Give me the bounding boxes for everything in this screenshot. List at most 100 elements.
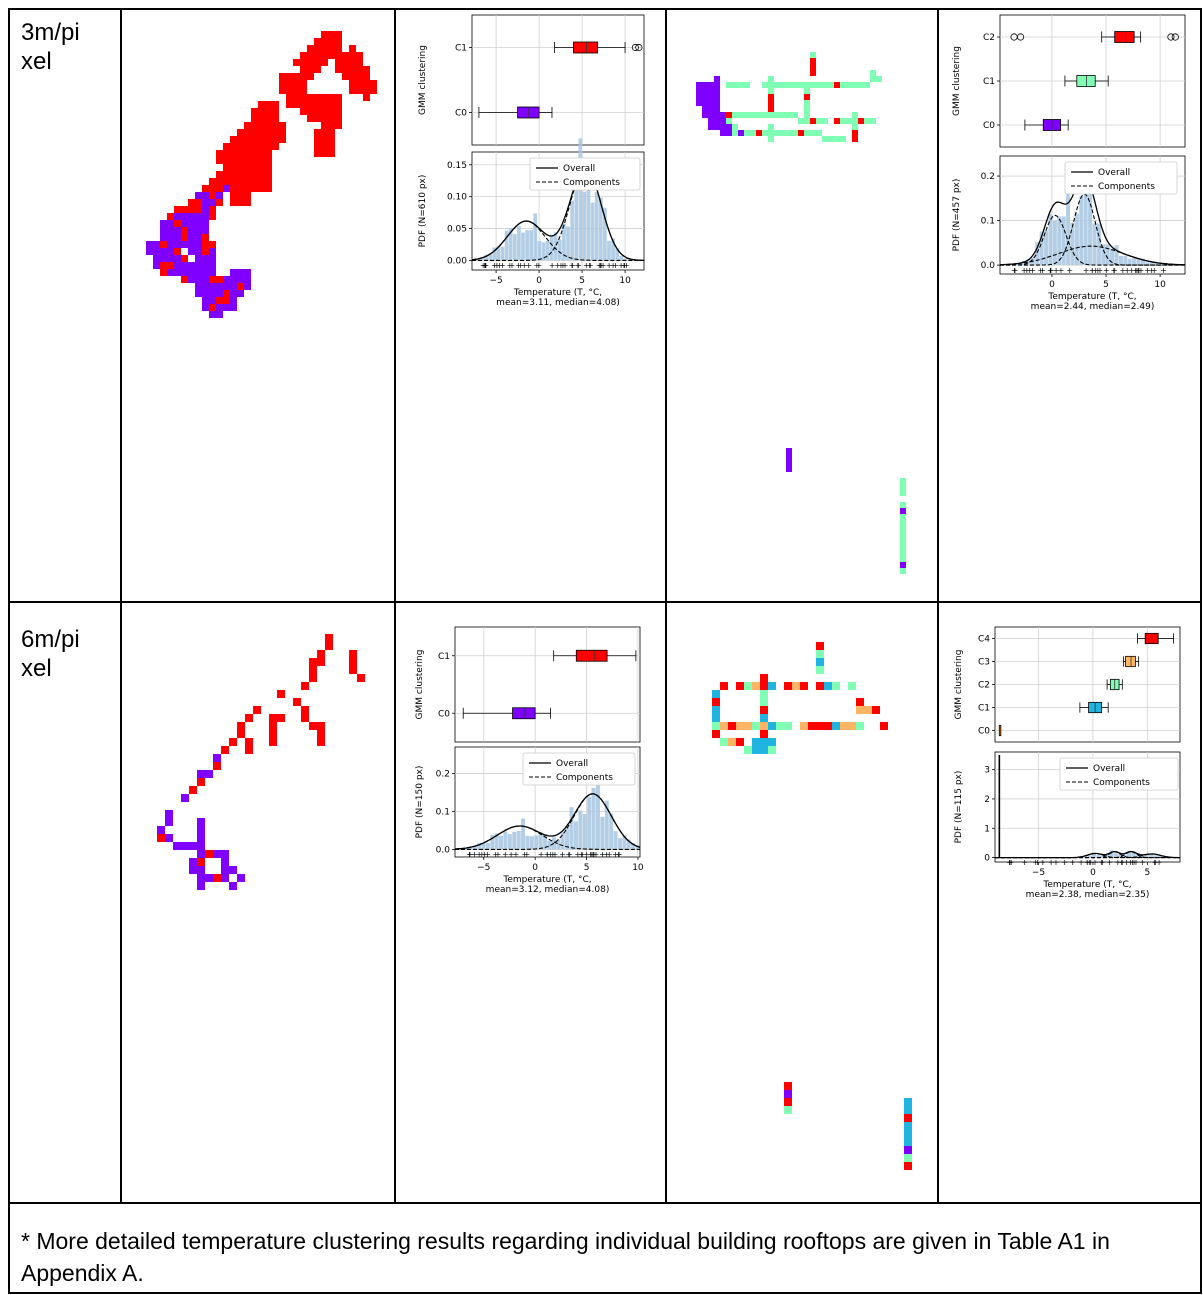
rooftop-pixel <box>702 88 708 94</box>
rooftop-pixel <box>760 674 768 682</box>
cluster-box <box>517 106 540 119</box>
rooftop-pixel <box>702 106 708 112</box>
rooftop-pixel <box>197 850 205 858</box>
rug-mark: + <box>471 850 478 859</box>
rooftop-pixel <box>229 866 237 874</box>
rooftop-pixel <box>321 122 328 129</box>
rooftop-pixel <box>317 730 325 738</box>
rooftop-pixel <box>810 64 816 70</box>
rooftop-pixel <box>205 850 213 858</box>
rooftop-pixel <box>244 185 251 192</box>
pdf-xtick-label: 5 <box>1103 280 1109 290</box>
histogram-bar <box>512 233 517 261</box>
pdf-ytick-label: 3 <box>984 766 990 776</box>
rooftop-pixel <box>244 283 251 290</box>
histogram-bar <box>1140 855 1145 858</box>
rug-mark: + <box>1144 266 1151 275</box>
pdf-ytick-label: 0.0 <box>981 261 996 271</box>
rooftop-pixel <box>780 112 786 118</box>
rooftop-pixel <box>244 276 251 283</box>
histogram-bar <box>1074 213 1079 266</box>
pdf-ytick-label: 0.1 <box>436 807 450 817</box>
histogram-bar <box>1109 850 1114 858</box>
histogram-bar <box>477 843 482 850</box>
rooftop-pixel <box>160 227 167 234</box>
rooftop-pixel <box>714 118 720 124</box>
histogram-bar <box>609 813 614 850</box>
rooftop-pixel <box>335 115 342 122</box>
rooftop-pixel <box>696 94 702 100</box>
rooftop-pixel <box>335 66 342 73</box>
histogram-bar <box>521 232 525 261</box>
rooftop-pixel <box>216 157 223 164</box>
rooftop-pixel <box>237 874 245 882</box>
rooftop-pixel <box>223 283 230 290</box>
rooftop-pixel <box>370 80 377 87</box>
rooftop-pixel <box>221 850 229 858</box>
rooftop-pixel <box>221 746 229 754</box>
rooftop-pixel <box>816 722 824 730</box>
pdf-xtick-label: −5 <box>477 863 490 873</box>
rooftop-pixel <box>314 115 321 122</box>
rooftop-pixel <box>314 129 321 136</box>
rug-mark: + <box>1120 266 1127 275</box>
rooftop-pixel <box>768 738 776 746</box>
rug-mark: + <box>559 850 566 859</box>
rooftop-pixel <box>726 82 732 88</box>
rooftop-pixel <box>237 283 244 290</box>
rooftop-pixel <box>244 143 251 150</box>
rug-mark: + <box>1089 266 1096 275</box>
rooftop-pixel <box>277 690 285 698</box>
rooftop-pixel <box>858 82 864 88</box>
histogram-bar <box>1140 258 1145 266</box>
rooftop-pixel <box>258 157 265 164</box>
rooftop-pixel <box>300 80 307 87</box>
rooftop-pixel <box>786 82 792 88</box>
rooftop-pixel <box>195 192 202 199</box>
histogram-bar <box>586 182 591 261</box>
rooftop-pixel <box>314 136 321 143</box>
rooftop-pixel <box>852 82 858 88</box>
rooftop-pixel <box>146 248 153 255</box>
histogram-bar <box>566 226 570 261</box>
histogram-bar <box>594 192 599 261</box>
rooftop-pixel <box>816 650 824 658</box>
rooftop-pixel <box>714 100 720 106</box>
rug-mark: + <box>506 261 513 270</box>
rooftop-pixel <box>258 185 265 192</box>
rooftop-pixel <box>251 115 258 122</box>
rooftop-pixel <box>286 73 293 80</box>
box-cluster-label: C1 <box>978 704 990 714</box>
rooftop-pixel <box>317 738 325 746</box>
rooftop-pixel <box>342 73 349 80</box>
rooftop-pixel <box>174 255 181 262</box>
histogram-bar <box>617 838 622 850</box>
rooftop-pixel <box>195 248 202 255</box>
rooftop-pixel <box>202 192 209 199</box>
histogram-bar <box>582 814 587 850</box>
cluster-box <box>573 41 598 54</box>
rug-mark: + <box>499 261 506 270</box>
rooftop-pixel <box>349 59 356 66</box>
box-cluster-label: C0 <box>978 727 990 737</box>
rooftop-pixel <box>328 150 335 157</box>
rooftop-pixel <box>356 80 363 87</box>
xlabel-line2: mean=2.38, median=2.35) <box>1026 890 1150 900</box>
rooftop-pixel <box>188 213 195 220</box>
rooftop-pixel <box>736 738 744 746</box>
rug-mark: + <box>513 850 520 859</box>
rooftop-pixel <box>792 82 798 88</box>
rooftop-pixel <box>904 1098 912 1106</box>
pdf-xtick-label: 5 <box>1144 868 1150 878</box>
pdf-xtick-label: 10 <box>632 863 644 873</box>
histogram-bar <box>1066 182 1071 266</box>
rooftop-pixel <box>356 87 363 94</box>
rooftop-pixel <box>720 130 726 136</box>
rooftop-pixel <box>832 722 840 730</box>
histogram-bar <box>1083 170 1088 266</box>
histogram-bar <box>611 238 615 261</box>
rooftop-pixel <box>202 269 209 276</box>
rooftop-pixel <box>768 746 776 754</box>
histogram-bar <box>626 839 631 850</box>
